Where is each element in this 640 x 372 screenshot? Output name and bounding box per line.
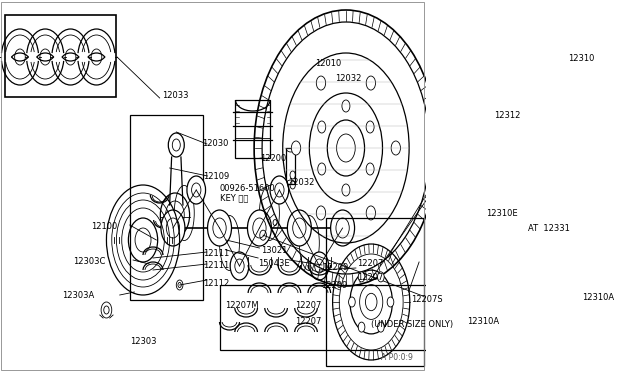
Bar [326,218,424,366]
Text: 15043E: 15043E [258,259,290,267]
Text: 12111: 12111 [203,262,229,270]
Circle shape [366,121,374,133]
Ellipse shape [174,186,195,241]
Text: A P0:0:9: A P0:0:9 [381,353,412,362]
Circle shape [310,252,328,280]
Circle shape [387,297,394,307]
Circle shape [317,163,326,175]
Circle shape [391,141,401,155]
Bar [236,100,270,158]
Text: 12100: 12100 [91,221,117,231]
Text: 12109: 12109 [203,171,229,180]
Circle shape [287,210,311,246]
Bar [220,285,439,350]
Text: 12200: 12200 [260,154,286,163]
Bar [286,148,296,184]
Text: 00926-51600: 00926-51600 [220,183,275,192]
Ellipse shape [259,186,280,241]
Circle shape [366,163,374,175]
Text: 12310E: 12310E [486,208,517,218]
Circle shape [270,176,289,204]
Circle shape [358,322,365,332]
Circle shape [366,206,376,220]
Text: 12209: 12209 [322,263,348,273]
Bar [5,15,116,97]
Text: (UNDER SIZE ONLY): (UNDER SIZE ONLY) [371,321,453,330]
Text: 12310A: 12310A [467,317,499,327]
Text: 12310: 12310 [568,54,595,62]
Circle shape [331,210,355,246]
Text: 12207S: 12207S [411,295,443,305]
Text: 12207: 12207 [357,259,383,267]
Circle shape [316,206,326,220]
Text: 12303A: 12303A [62,291,94,299]
Text: 12030: 12030 [202,138,228,148]
Text: 12312: 12312 [494,110,521,119]
Text: 12303C: 12303C [73,257,106,266]
Circle shape [342,184,350,196]
Text: KEY キー: KEY キー [220,193,248,202]
Circle shape [342,100,350,112]
Text: 13021: 13021 [261,246,288,254]
Text: 12207: 12207 [296,317,322,327]
Text: 12310A: 12310A [582,294,614,302]
Text: AT  12331: AT 12331 [527,224,570,232]
Text: 12207: 12207 [296,301,322,310]
Circle shape [161,210,185,246]
Circle shape [317,121,326,133]
Text: 12209: 12209 [321,280,348,289]
Ellipse shape [300,215,319,270]
Text: 12033: 12033 [163,90,189,99]
Ellipse shape [220,215,239,270]
Text: 12207M: 12207M [225,301,259,310]
Circle shape [207,210,232,246]
Bar [130,115,203,300]
Circle shape [230,252,249,280]
Text: 12207: 12207 [357,273,383,282]
Circle shape [378,322,384,332]
Text: 12010: 12010 [315,58,341,67]
Text: 12111: 12111 [203,248,229,257]
Circle shape [349,297,355,307]
Text: 12032: 12032 [335,74,361,83]
Circle shape [291,141,301,155]
Circle shape [248,210,271,246]
Circle shape [187,176,205,204]
Circle shape [366,76,376,90]
Circle shape [358,272,365,282]
Text: 12112: 12112 [203,279,229,288]
Text: 12303: 12303 [131,337,157,346]
Circle shape [378,272,384,282]
Text: 12032: 12032 [288,177,314,186]
Circle shape [316,76,326,90]
